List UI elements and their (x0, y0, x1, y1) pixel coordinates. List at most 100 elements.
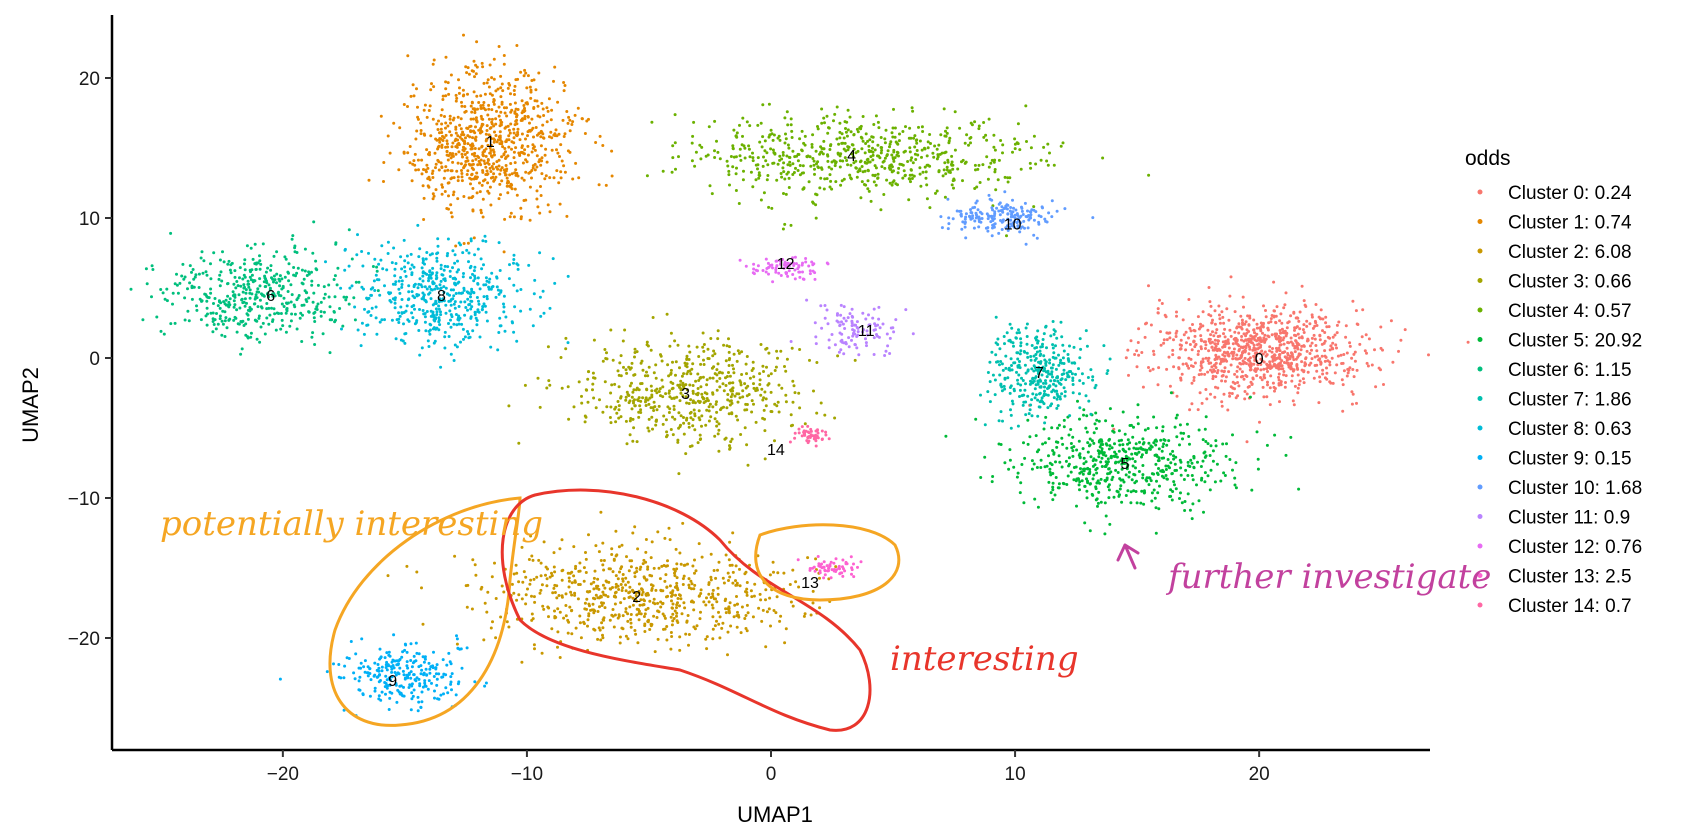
point (856, 130, 860, 134)
point (515, 571, 519, 575)
point (784, 400, 788, 404)
point (552, 79, 555, 83)
point (1323, 359, 1327, 363)
point (572, 405, 576, 409)
point (1173, 462, 1177, 466)
point (1136, 341, 1140, 344)
point (479, 211, 483, 215)
point (788, 160, 792, 164)
point (1219, 360, 1223, 364)
point (1222, 343, 1226, 347)
point (1178, 458, 1182, 462)
point (454, 131, 458, 135)
point (1054, 384, 1058, 388)
point (674, 373, 677, 377)
point (756, 167, 759, 171)
point (734, 414, 738, 418)
point (591, 388, 594, 392)
point (604, 183, 608, 187)
point (485, 81, 489, 85)
point (200, 250, 204, 254)
point (413, 152, 417, 156)
point (1014, 336, 1018, 340)
point (345, 295, 349, 299)
point (454, 292, 458, 295)
point (1131, 457, 1135, 461)
point (774, 365, 778, 369)
point (685, 620, 689, 624)
point (1043, 441, 1047, 445)
point (1190, 348, 1194, 352)
point (523, 109, 527, 113)
point (838, 136, 842, 140)
point (1278, 319, 1282, 323)
point (522, 152, 526, 156)
point (310, 335, 314, 339)
point (785, 172, 789, 176)
point (901, 176, 905, 180)
point (235, 280, 239, 283)
point (672, 617, 676, 620)
point (1137, 470, 1141, 473)
point (1211, 449, 1215, 453)
point (445, 142, 449, 146)
point (790, 136, 794, 139)
point (883, 166, 887, 170)
point (731, 146, 735, 150)
point (1074, 465, 1078, 469)
point (827, 165, 831, 169)
point (1018, 360, 1021, 363)
point (689, 410, 693, 414)
point (935, 189, 939, 193)
point (232, 305, 236, 309)
point (462, 195, 466, 198)
point (518, 138, 522, 142)
point (1243, 356, 1247, 360)
point (1201, 438, 1205, 442)
point (454, 244, 458, 248)
point (475, 119, 479, 123)
point (717, 428, 721, 432)
point (243, 258, 247, 262)
point (992, 160, 996, 164)
point (699, 592, 703, 595)
point (1225, 307, 1229, 311)
point (422, 218, 426, 221)
point (807, 180, 811, 184)
point (833, 159, 837, 163)
point (665, 433, 669, 437)
point (563, 84, 567, 87)
point (1081, 472, 1085, 476)
point (538, 115, 542, 119)
point (1093, 463, 1097, 467)
point (838, 130, 842, 134)
point (1340, 362, 1344, 365)
point (1282, 330, 1286, 334)
point (286, 270, 290, 274)
point (1067, 359, 1071, 363)
point (621, 586, 625, 590)
point (1010, 326, 1014, 330)
point (705, 397, 709, 400)
point (617, 545, 621, 549)
point (871, 158, 875, 162)
point (453, 139, 457, 143)
point (1051, 320, 1055, 323)
point (445, 149, 449, 153)
point (644, 608, 648, 612)
point (660, 378, 664, 382)
point (650, 395, 654, 399)
point (1041, 365, 1045, 369)
point (488, 185, 492, 189)
point (1118, 443, 1122, 447)
point (753, 582, 757, 586)
point (1213, 309, 1217, 313)
point (539, 144, 543, 148)
point (801, 164, 805, 168)
point (1208, 337, 1212, 341)
point (601, 636, 605, 640)
point (1220, 379, 1224, 383)
point (378, 293, 382, 297)
point (814, 203, 818, 207)
point (582, 579, 586, 583)
